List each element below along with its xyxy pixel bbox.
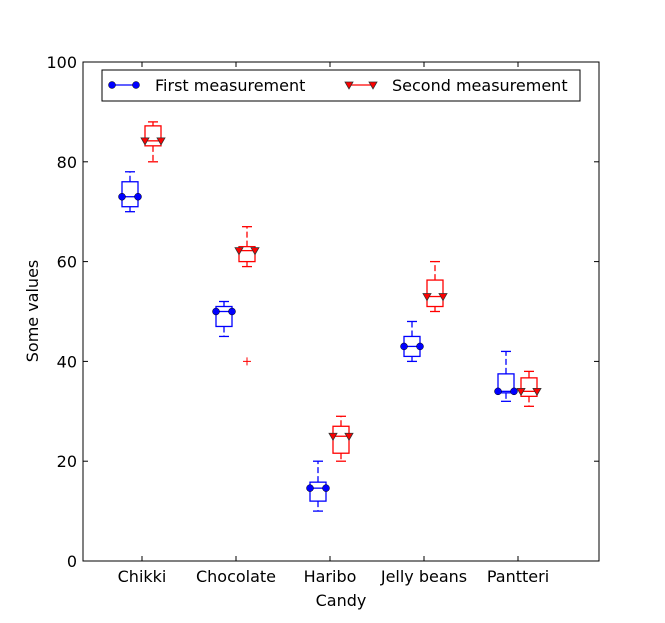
x-tick-label: Pantteri: [487, 567, 549, 586]
box-second-chocolate: [234, 226, 260, 366]
box-first-pantteri: [494, 350, 518, 402]
median-marker-circle: [212, 307, 220, 316]
median-marker-triangle: [250, 247, 260, 256]
box-second-pantteri: [516, 370, 542, 407]
box-second-jelly-beans: [422, 260, 448, 313]
median-marker-circle: [118, 192, 126, 201]
median-marker-triangle: [532, 387, 542, 397]
box-first-chocolate: [212, 300, 236, 338]
box-first-chikki: [118, 171, 142, 213]
median-marker-circle: [494, 387, 502, 396]
plot-area: [82, 61, 600, 562]
legend: First measurement Second measurement: [101, 69, 581, 102]
median-marker-triangle: [438, 293, 448, 302]
y-tick-label: 100: [46, 53, 77, 72]
median-marker-triangle: [344, 81, 354, 90]
x-tick-label: Chikki: [118, 567, 167, 586]
x-tick-label: Haribo: [304, 567, 357, 586]
median-marker-circle: [132, 81, 140, 89]
median-marker-triangle: [328, 432, 338, 442]
y-tick-label: 60: [57, 253, 77, 272]
x-tick-label: Jelly beans: [380, 567, 467, 586]
legend-item-second: Second measurement: [344, 76, 568, 95]
legend-item-first: First measurement: [108, 76, 305, 95]
y-tick-label: 40: [57, 352, 77, 371]
median-marker-triangle: [140, 137, 150, 146]
legend-label: Second measurement: [392, 76, 568, 95]
median-marker-circle: [108, 81, 116, 89]
median-marker-circle: [134, 192, 142, 201]
y-tick-label: 80: [57, 153, 77, 172]
legend-frame: [101, 69, 581, 102]
x-tick-label: Chocolate: [196, 567, 276, 586]
x-axis-label: Candy: [316, 591, 367, 610]
legend-label: First measurement: [155, 76, 305, 95]
box-second-haribo: [328, 415, 354, 462]
box-first-haribo: [306, 460, 330, 512]
median-marker-triangle: [156, 137, 166, 146]
median-marker-circle: [306, 484, 314, 492]
median-marker-circle: [416, 342, 424, 351]
y-tick-label: 20: [57, 452, 77, 471]
y-tick-label: 0: [67, 552, 77, 571]
median-marker-triangle: [234, 247, 244, 256]
median-marker-circle: [400, 342, 408, 351]
median-marker-triangle: [368, 81, 378, 90]
box-first-jelly-beans: [400, 320, 424, 363]
median-marker-triangle: [516, 387, 526, 397]
median-marker-circle: [510, 387, 518, 396]
median-marker-circle: [228, 307, 236, 316]
box-second-chikki: [140, 121, 166, 163]
median-marker-circle: [322, 484, 330, 492]
flier: [243, 357, 251, 366]
y-axis-label: Some values: [23, 260, 42, 363]
median-marker-triangle: [344, 432, 354, 442]
median-marker-triangle: [422, 293, 432, 302]
